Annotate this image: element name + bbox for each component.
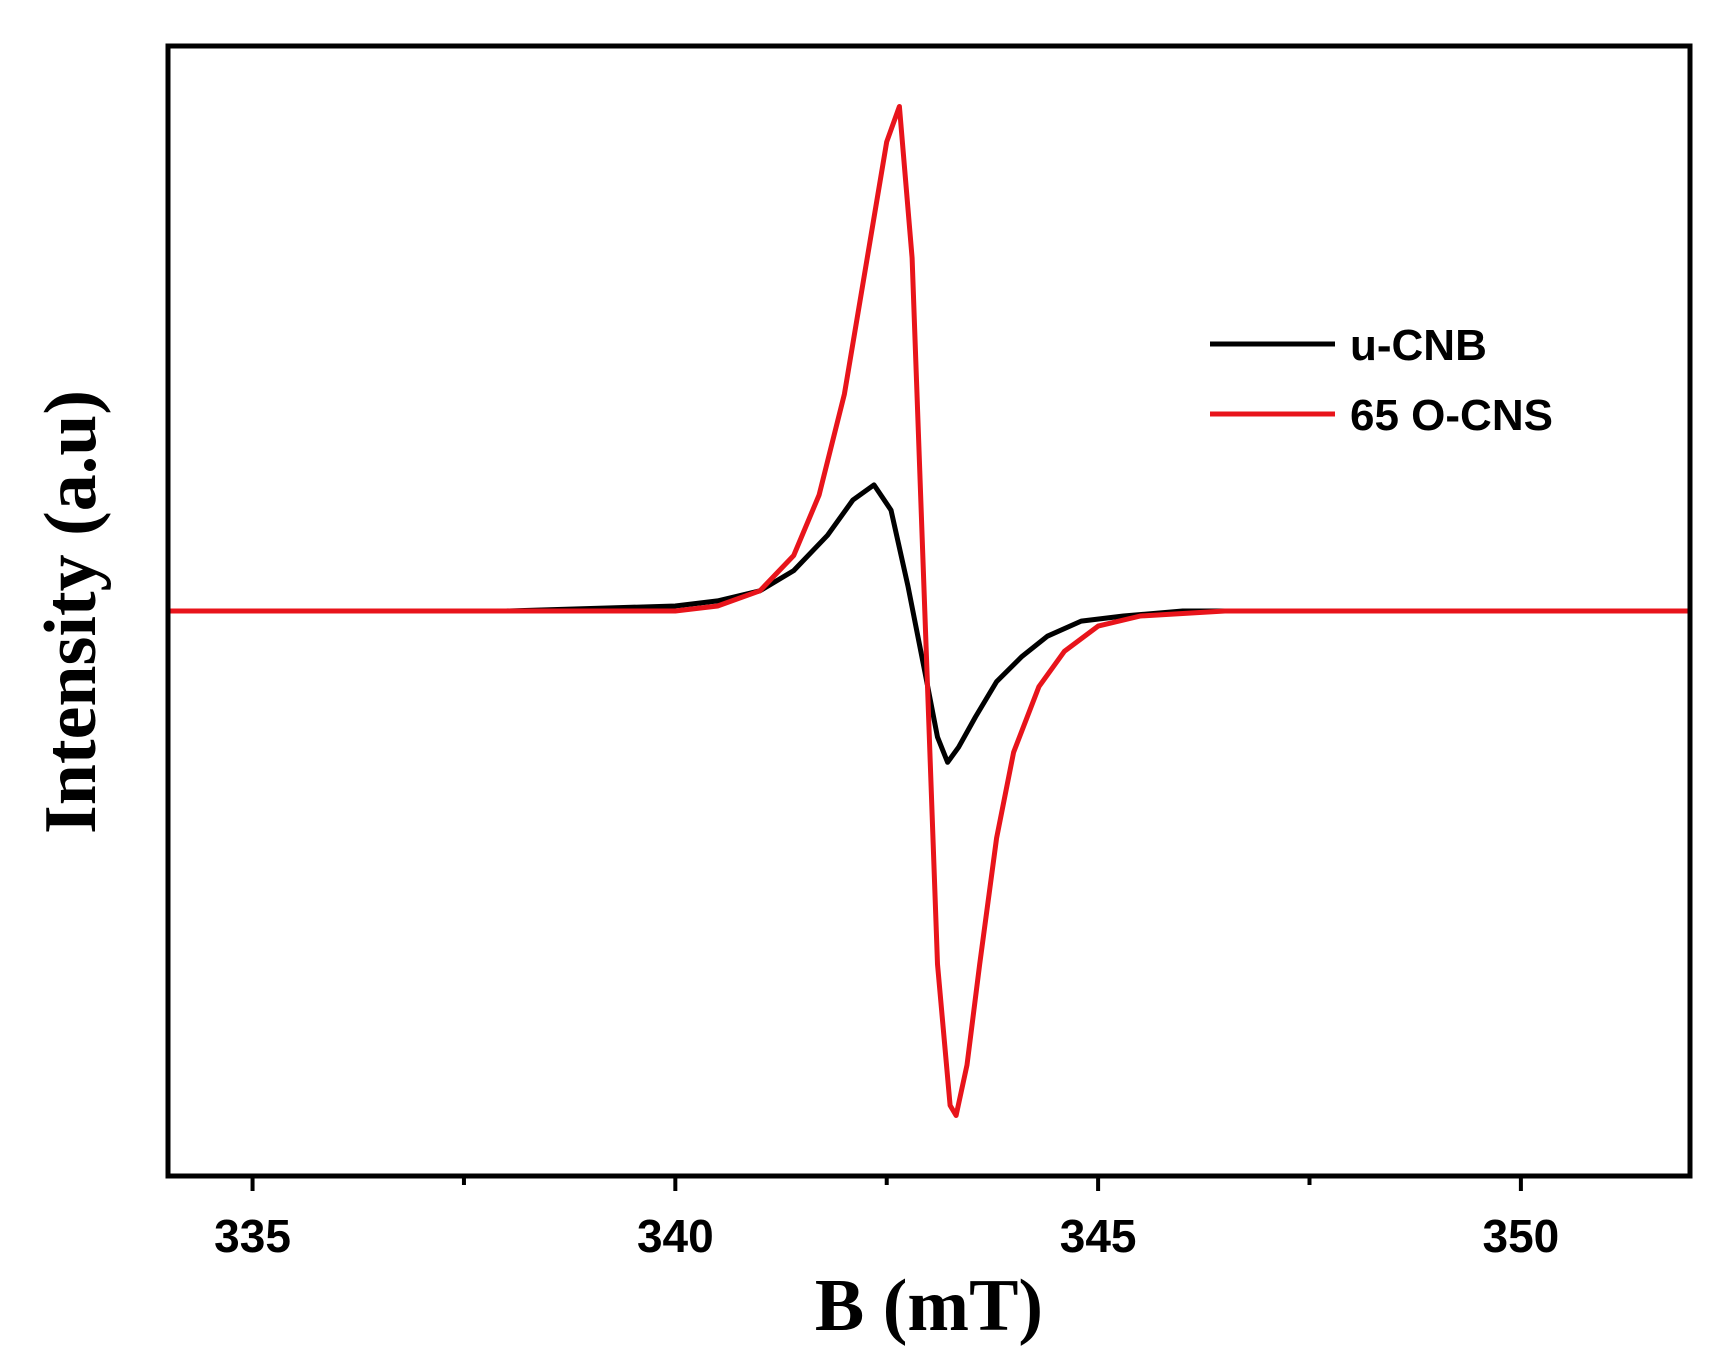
legend-label-1: 65 O-CNS [1350,391,1553,440]
series-line-1 [165,104,1693,1118]
plot-frame [165,43,1693,1179]
series-line-0 [165,482,1693,765]
x-axis-title: B (mT) [815,1265,1043,1347]
legend: u-CNB 65 O-CNS [1210,321,1553,440]
series-layer [165,104,1693,1118]
x-tick-label: 335 [214,1210,291,1262]
x-tick-label: 340 [637,1210,714,1262]
x-tick-label: 350 [1483,1210,1560,1262]
x-axis-ticks: 335 340 345 350 [214,1176,1559,1262]
y-axis-title: Intensity (a.u) [30,390,112,834]
x-tick-label: 345 [1060,1210,1137,1262]
legend-label-0: u-CNB [1350,321,1487,370]
